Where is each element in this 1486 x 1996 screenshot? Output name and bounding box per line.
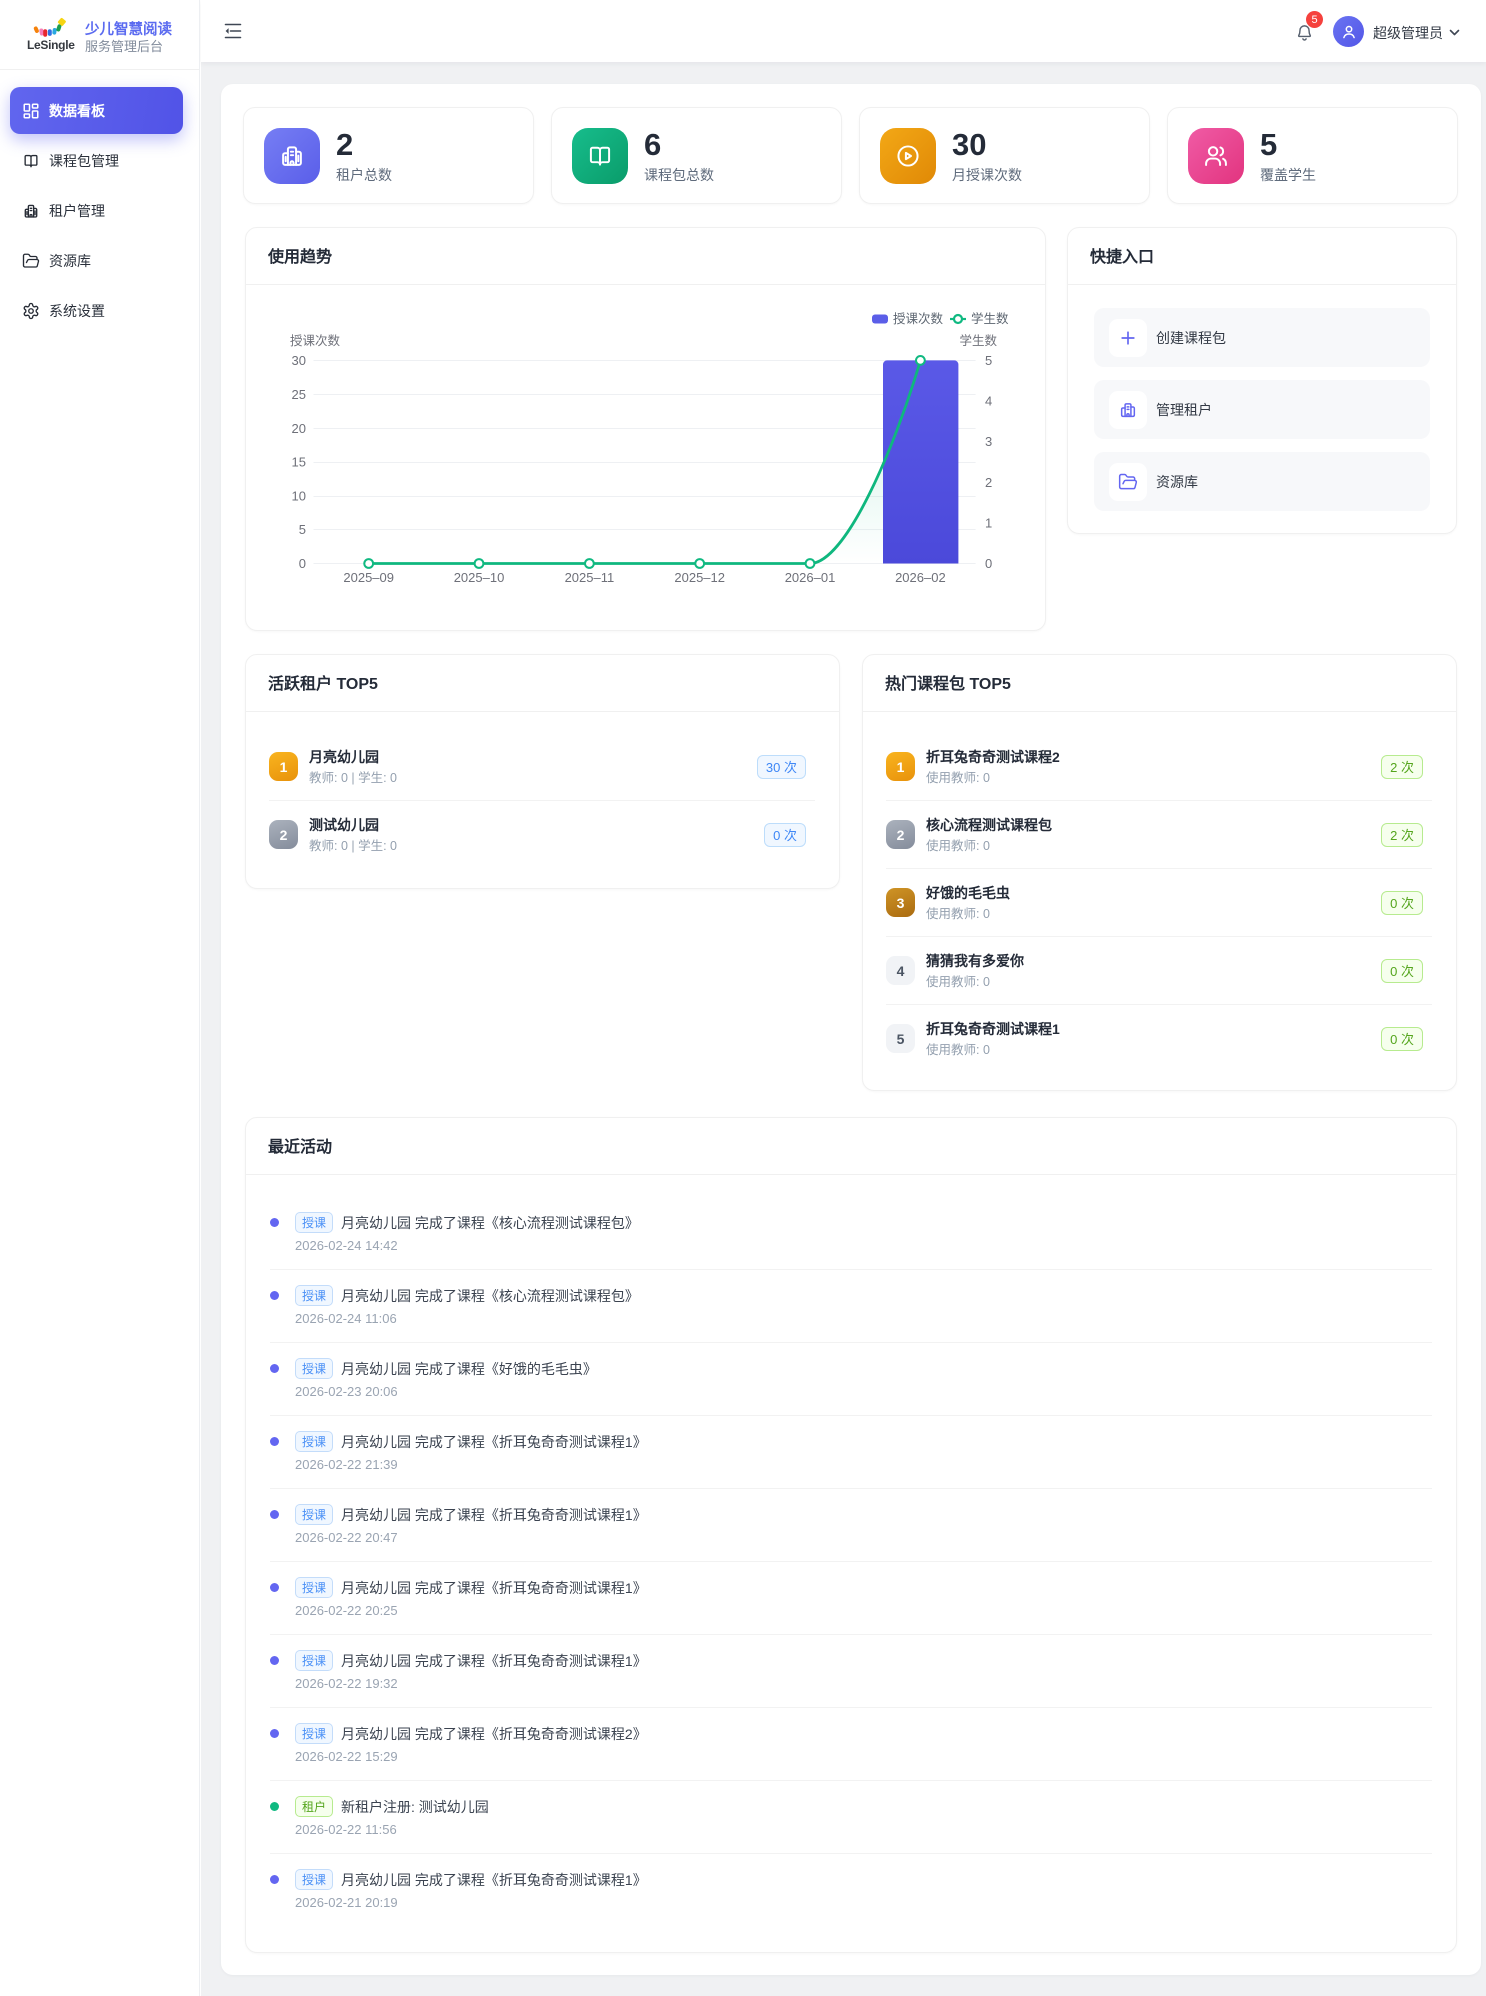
svg-text:授课次数: 授课次数 <box>290 333 341 348</box>
svg-text:2026–01: 2026–01 <box>785 570 836 585</box>
svg-text:3: 3 <box>985 434 992 449</box>
svg-text:30: 30 <box>292 353 306 368</box>
svg-text:2025–12: 2025–12 <box>674 570 725 585</box>
svg-text:学生数: 学生数 <box>959 333 997 348</box>
svg-text:25: 25 <box>292 387 306 402</box>
svg-text:5: 5 <box>299 522 306 537</box>
svg-text:0: 0 <box>985 556 992 571</box>
svg-text:0: 0 <box>299 556 306 571</box>
svg-text:4: 4 <box>985 394 992 409</box>
svg-text:20: 20 <box>292 421 306 436</box>
svg-text:5: 5 <box>985 353 992 368</box>
svg-text:2: 2 <box>985 475 992 490</box>
svg-text:1: 1 <box>985 515 992 530</box>
svg-text:2025–09: 2025–09 <box>343 570 394 585</box>
svg-text:15: 15 <box>292 455 306 470</box>
svg-text:2026–02: 2026–02 <box>895 570 946 585</box>
svg-text:学生数: 学生数 <box>971 311 1009 326</box>
svg-text:2025–10: 2025–10 <box>454 570 505 585</box>
svg-text:10: 10 <box>292 489 306 504</box>
svg-text:2025–11: 2025–11 <box>565 570 615 585</box>
svg-text:授课次数: 授课次数 <box>893 311 944 326</box>
